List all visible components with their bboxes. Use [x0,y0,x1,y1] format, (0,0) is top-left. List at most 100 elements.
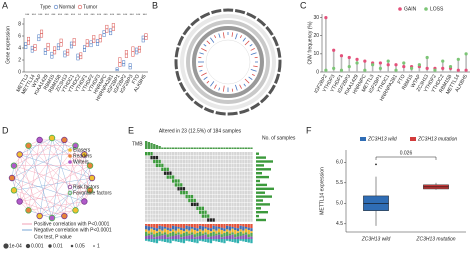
edge [39,177,93,217]
spectrum-bar [163,239,167,242]
side-bar [256,191,265,194]
cell [228,194,231,199]
cell [169,175,172,179]
cell [239,218,242,222]
cell [174,198,177,203]
cell [185,202,188,207]
spectrum-bar [169,231,172,233]
cell [182,159,186,164]
dot [441,66,445,70]
dot [402,61,406,65]
cell [250,191,253,195]
tmb-bar [236,147,240,149]
cell [242,187,245,191]
spectrum-bar [174,224,177,227]
cell [201,214,204,218]
spectrum-bar [223,239,226,244]
cell [158,167,161,171]
cell [161,202,164,207]
track-bar [210,37,215,43]
cell [201,198,204,203]
cell [145,179,148,183]
cell [153,167,156,171]
cell [207,183,210,187]
spectrum-bar [215,233,218,236]
cell [155,171,159,175]
spectrum-bar [247,224,250,228]
spectrum-bar [180,237,183,239]
cell [172,179,175,183]
dot [425,55,429,60]
cell [185,179,188,183]
cell [250,183,253,187]
side-bar [256,179,260,183]
cell [242,179,245,183]
cell [166,163,169,168]
track-bar [235,33,238,40]
cell [174,183,177,187]
cell [215,218,218,222]
spectrum-bar [250,233,253,237]
spectrum-bar [201,224,204,227]
cell [220,167,223,171]
cell [150,155,153,160]
tmb-bar [145,141,148,149]
edge [84,165,91,202]
cell [217,191,221,195]
cell [226,191,229,195]
tmb-bar [172,147,175,149]
cell [158,171,161,175]
significance: *** [90,13,95,17]
cell [212,187,215,191]
significance: *** [136,13,141,17]
spectrum-bar [212,229,215,232]
cell [220,171,223,175]
cell [161,210,164,214]
cell [174,179,177,183]
edge [51,190,91,219]
cell [250,198,253,203]
cell [174,155,177,160]
cell [180,191,183,195]
cell [185,214,188,218]
significance: *** [110,13,115,17]
cell [169,155,172,160]
top-label: TMB [132,141,143,147]
spectrum-bar [145,236,148,239]
cell [161,175,164,179]
spectrum-bar [161,233,164,236]
tmb-bar [166,147,169,149]
cell [188,163,191,168]
track-bar [242,37,246,42]
cell [220,175,223,179]
spectrum-bar [217,227,221,229]
dot [347,55,351,60]
spectrum-bar [147,230,150,234]
spectrum-bar [150,232,153,235]
cell [147,171,150,175]
spectrum-bar [223,228,226,232]
y-tick-label: 10 [313,51,319,57]
cell [163,194,167,199]
cell [185,194,188,199]
cell [209,183,213,187]
cell [199,187,202,191]
spectrum-bar [228,235,231,239]
cell [147,155,150,160]
spectrum-bar [163,224,167,227]
tmb-bar [196,147,199,149]
size-label: 0.001 [31,243,44,249]
cell [250,171,253,175]
cell [145,206,148,210]
cell [220,198,223,203]
cell [247,218,250,222]
cell [244,206,248,210]
cell [212,159,215,164]
edge [13,154,85,191]
cell [207,175,210,179]
spectrum-bar [193,230,196,235]
spectrum-bar [250,228,253,232]
cell [145,187,148,191]
cell [182,163,186,168]
cell [228,198,231,203]
